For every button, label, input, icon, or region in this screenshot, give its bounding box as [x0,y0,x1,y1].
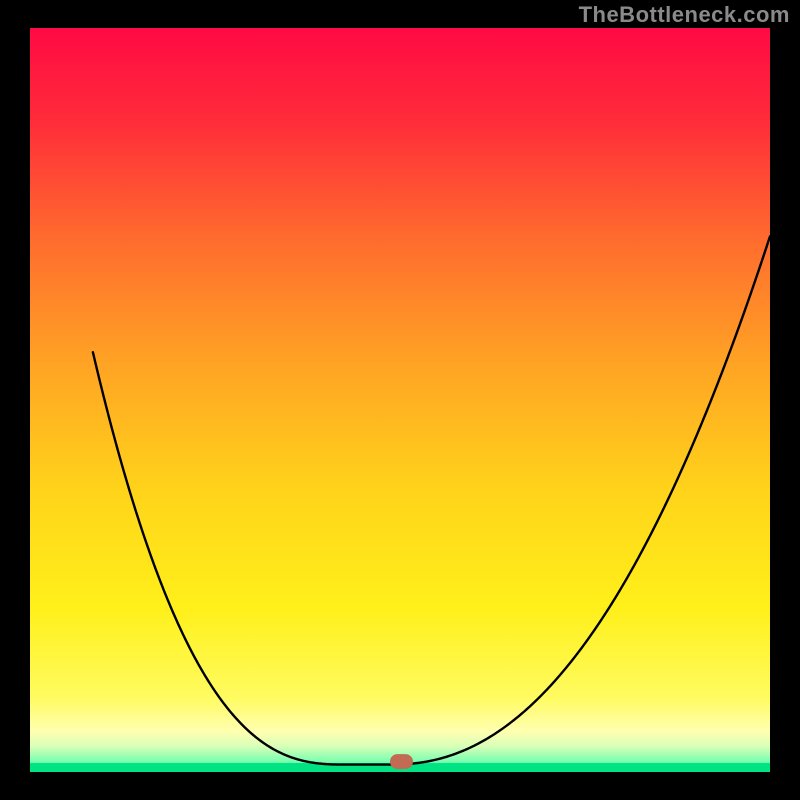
bottleneck-chart [0,0,800,800]
watermark-text: TheBottleneck.com [579,2,790,28]
